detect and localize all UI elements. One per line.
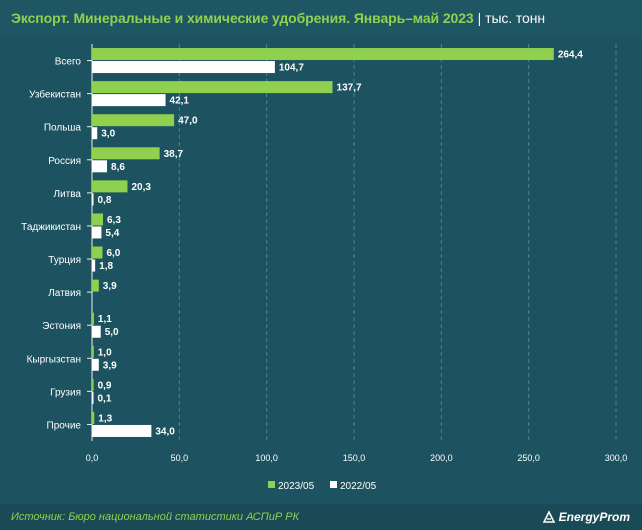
logo-text: EnergyProm xyxy=(558,510,630,524)
data-label-2023: 20,3 xyxy=(131,182,151,193)
title-main: Экспорт. Минеральные и химические удобре… xyxy=(11,10,474,26)
category-label: Узбекистан xyxy=(29,89,81,101)
footer-bar xyxy=(0,504,642,530)
x-tick-label: 0,0 xyxy=(86,453,99,463)
bar-2023 xyxy=(92,180,128,193)
bar-2023 xyxy=(92,48,554,61)
bar-2022 xyxy=(92,94,166,107)
title-unit: тыс. тонн xyxy=(485,10,545,26)
bar-2023 xyxy=(92,114,175,127)
data-label-2022: 1,8 xyxy=(99,261,113,272)
bar-2022 xyxy=(92,61,275,74)
data-label-2023: 6,3 xyxy=(107,215,121,226)
bar-2022 xyxy=(92,226,102,239)
data-label-2023: 6,0 xyxy=(106,248,120,259)
category-label: Литва xyxy=(54,189,82,200)
legend-label-2023: 2023/05 xyxy=(278,481,315,492)
x-tick-label: 200,0 xyxy=(430,453,453,463)
data-label-2022: 5,4 xyxy=(105,228,119,239)
category-label: Турция xyxy=(48,255,81,266)
legend-label-2022: 2022/05 xyxy=(340,481,377,492)
bar-2023 xyxy=(92,213,104,226)
bar-2022 xyxy=(92,259,96,272)
category-label: Россия xyxy=(48,156,81,167)
x-tick-label: 150,0 xyxy=(343,453,366,463)
data-label-2023: 1,0 xyxy=(98,347,112,358)
category-label: Всего xyxy=(55,57,82,68)
energyprom-logo: EnergyProm xyxy=(542,509,630,525)
bar-2022 xyxy=(92,127,98,140)
category-label: Прочие xyxy=(47,420,82,431)
data-label-2022: 5,0 xyxy=(105,327,119,338)
data-label-2022: 42,1 xyxy=(170,96,190,107)
category-label: Эстония xyxy=(42,321,81,332)
title-separator: | xyxy=(477,10,482,26)
bar-2023 xyxy=(92,279,99,292)
data-label-2023: 137,7 xyxy=(337,83,362,94)
data-label-2022: 3,9 xyxy=(103,360,117,371)
bar-2022 xyxy=(92,193,94,206)
x-tick-label: 50,0 xyxy=(171,453,189,463)
data-label-2023: 264,4 xyxy=(558,50,583,61)
data-label-2023: 0,9 xyxy=(98,380,112,391)
x-tick-label: 300,0 xyxy=(605,453,628,463)
data-label-2023: 47,0 xyxy=(178,116,198,127)
category-label: Грузия xyxy=(50,387,81,398)
legend-swatch-2022 xyxy=(330,481,337,488)
x-tick-label: 100,0 xyxy=(255,453,278,463)
bar-2022 xyxy=(92,391,94,404)
bar-2022 xyxy=(92,424,152,437)
data-label-2023: 3,9 xyxy=(103,281,117,292)
category-label: Польша xyxy=(44,123,82,134)
x-tick-label: 250,0 xyxy=(517,453,540,463)
data-label-2023: 38,7 xyxy=(164,149,184,160)
bar-2023 xyxy=(92,378,94,391)
data-label-2022: 0,8 xyxy=(98,195,112,206)
data-label-2023: 1,1 xyxy=(98,314,112,325)
data-label-2022: 104,7 xyxy=(279,63,304,74)
category-label: Латвия xyxy=(48,288,81,299)
bar-2023 xyxy=(92,345,94,358)
bar-2023 xyxy=(92,312,94,325)
data-label-2022: 8,6 xyxy=(111,162,125,173)
data-label-2022: 34,0 xyxy=(155,426,175,437)
bar-chart: 0,0 50,0 100,0 150,0 200,0 250,0 300,0 Всего 264… xyxy=(21,44,628,492)
legend-swatch-2023 xyxy=(268,481,275,488)
logo-icon xyxy=(542,510,555,523)
source-note: Источник: Бюро национальной статистики А… xyxy=(11,511,300,523)
data-label-2022: 3,0 xyxy=(101,129,115,140)
bar-2023 xyxy=(92,147,160,160)
category-label: Таджикистан xyxy=(21,222,81,233)
chart-title: Экспорт. Минеральные и химические удобре… xyxy=(11,10,545,28)
bar-2022 xyxy=(92,325,101,338)
bar-2023 xyxy=(92,411,95,424)
data-label-2022: 0,1 xyxy=(98,393,112,404)
bar-2023 xyxy=(92,246,103,259)
category-label: Кыргызстан xyxy=(27,354,81,365)
bar-2023 xyxy=(92,81,333,94)
bar-2022 xyxy=(92,160,108,173)
bar-2022 xyxy=(92,358,99,371)
data-label-2023: 1,3 xyxy=(98,413,112,424)
